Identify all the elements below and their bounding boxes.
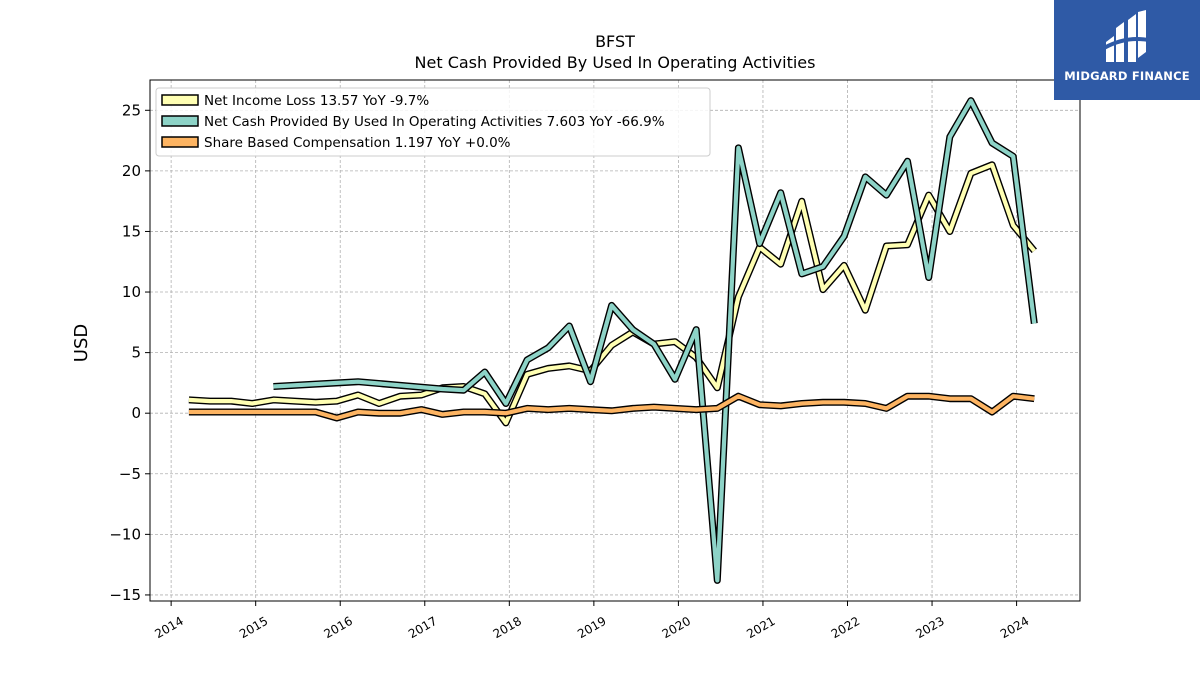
logo-text: MIDGARD FINANCE [1064,69,1190,83]
legend-label-0: Net Income Loss 13.57 YoY -9.7% [204,93,429,109]
x-tick-label: 2021 [744,614,777,641]
midgard-logo-icon [1103,10,1149,62]
midgard-finance-logo: MIDGARD FINANCE [1054,0,1200,100]
x-tick-label: 2015 [237,614,270,641]
chart-subtitle: Net Cash Provided By Used In Operating A… [415,53,816,72]
legend-box [155,87,711,157]
plot-frame [149,79,1081,602]
chart-title: BFST [595,32,635,51]
series-2 [188,392,1035,422]
series-1 [273,97,1038,584]
series-0 [188,161,1037,427]
x-tick-label: 2020 [660,614,693,641]
legend: Net Income Loss 13.57 YoY -9.7% Net Cash … [155,87,711,157]
x-tick-label: 2014 [152,614,185,641]
legend-swatch-0 [161,94,199,106]
x-tick-label: 2019 [575,614,608,641]
legend-swatch-2 [161,136,199,148]
y-tick-label: 10 [122,283,141,301]
y-tick-label: 0 [131,404,141,422]
y-tick-label: 15 [122,222,141,240]
series-0-line [188,162,1036,425]
x-tick-label: 2017 [406,614,439,641]
y-tick-label: −10 [109,525,141,543]
legend-swatch-1 [161,115,199,127]
series-2-line [188,394,1035,421]
series-1-line [273,98,1037,583]
x-tick-label: 2016 [322,614,355,641]
x-tick-label: 2023 [913,614,946,641]
x-tick-label: 2022 [829,614,862,641]
legend-label-1: Net Cash Provided By Used In Operating A… [204,114,665,130]
y-tick-label: 25 [122,101,141,119]
series-layer [188,97,1038,584]
legend-label-2: Share Based Compensation 1.197 YoY +0.0% [204,135,511,151]
y-axis-label: USD [71,324,92,362]
x-tick-label: 2024 [998,614,1031,641]
y-tick-label: 5 [131,344,141,362]
x-tick-label: 2018 [491,614,524,641]
y-tick-label: −5 [119,465,141,483]
y-tick-label: −15 [109,586,141,604]
y-tick-label: 20 [122,162,141,180]
series-1-outline [273,97,1038,584]
